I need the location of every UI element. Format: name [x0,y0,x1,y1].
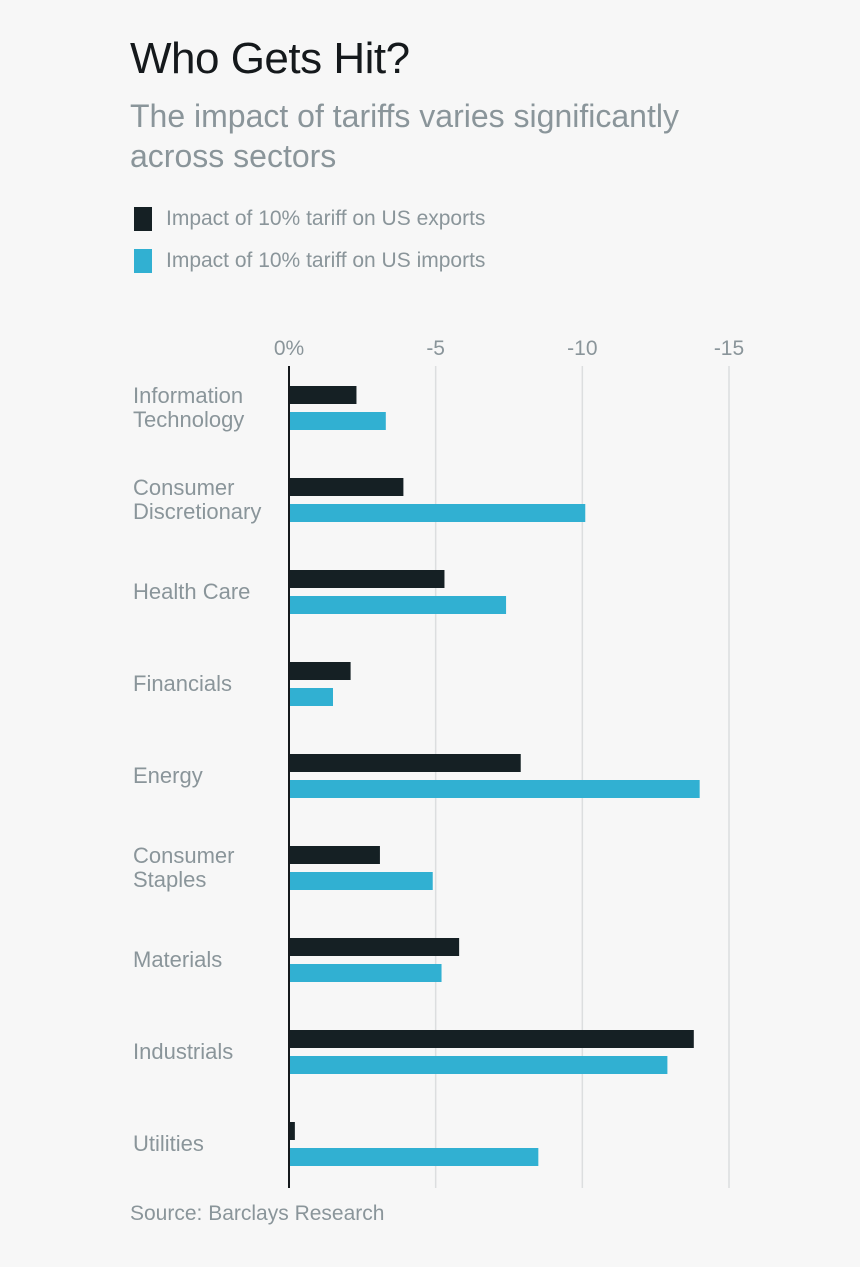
category-label: Financials [133,672,283,696]
bar-exports [289,478,404,496]
category-label: Consumer Discretionary [133,476,283,524]
bar-imports [289,504,586,522]
category-label-line: Consumer [133,475,235,500]
bar-exports [289,570,445,588]
tick-label: -15 [714,337,744,360]
category-label-line: Energy [133,763,203,788]
category-label-line: Financials [133,671,233,696]
category-label-line: Staples [133,867,207,892]
bar-imports [289,1148,539,1166]
chart-subtitle: The impact of tariffs varies significant… [130,98,679,174]
source-note: Source: Barclays Research [130,1202,385,1225]
category-label: Materials [133,948,283,972]
tick-label: -5 [426,337,445,360]
category-label: Utilities [133,1132,283,1156]
bar-exports [289,662,351,680]
bar-exports [289,846,380,864]
chart-title: Who Gets Hit? [130,34,410,83]
category-label-line: Materials [133,947,223,972]
bar-imports [289,964,442,982]
category-label-line: Health Care [133,579,251,604]
category-label: Consumer Staples [133,844,283,892]
bar-exports [289,1122,295,1140]
tick-label: -10 [567,337,597,360]
category-label: Health Care [133,580,283,604]
bar-imports [289,872,433,890]
category-label: Information Technology [133,384,283,432]
category-label-line: Technology [133,407,245,432]
bar-imports [289,780,700,798]
category-label: Industrials [133,1040,283,1064]
legend-item-imports: Impact of 10% tariff on US imports [134,246,485,276]
tick-label: 0% [274,337,304,360]
bar-imports [289,412,386,430]
legend-label-imports: Impact of 10% tariff on US imports [166,249,486,272]
category-label-line: Discretionary [133,499,262,524]
bar-imports [289,596,507,614]
legend-label-exports: Impact of 10% tariff on US exports [166,207,486,230]
legend-swatch-imports [134,249,152,273]
bar-exports [289,938,460,956]
bar-imports [289,1056,668,1074]
category-label-line: Industrials [133,1039,234,1064]
bar-exports [289,386,357,404]
legend: Impact of 10% tariff on US exports Impac… [134,204,485,288]
category-label-line: Consumer [133,843,235,868]
bar-exports [289,1030,694,1048]
legend-swatch-exports [134,207,152,231]
legend-item-exports: Impact of 10% tariff on US exports [134,204,485,234]
bar-imports [289,688,333,706]
bar-exports [289,754,521,772]
category-label-line: Information [133,383,244,408]
category-label-line: Utilities [133,1131,204,1156]
category-label: Energy [133,764,283,788]
